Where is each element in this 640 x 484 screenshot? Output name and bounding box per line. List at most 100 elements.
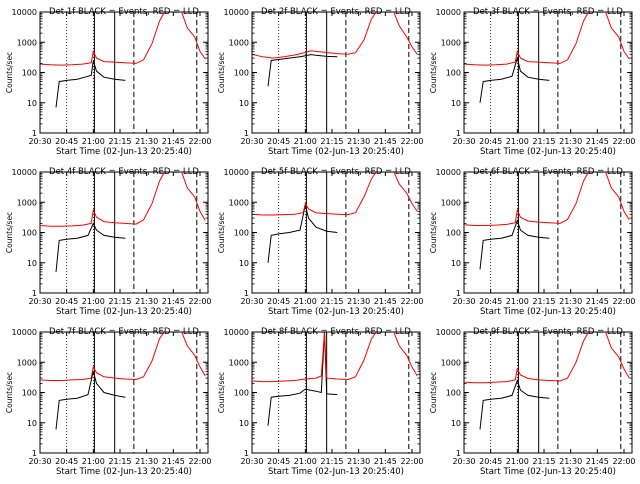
- plot-frame: [39, 11, 209, 134]
- y-tick-label: 10: [451, 99, 461, 108]
- y-tick-label: 10000: [12, 8, 37, 17]
- x-tick-label: 21:15: [320, 137, 343, 146]
- x-tick-label: 21:45: [374, 297, 397, 306]
- x-tick-label: 21:15: [320, 457, 343, 466]
- lld-series-line: [464, 332, 630, 384]
- x-tick-label: 20:45: [267, 137, 290, 146]
- chart-title: Det 6f BLACK = Events, RED = LLD: [473, 167, 623, 177]
- x-tick-label: 21:00: [294, 297, 317, 306]
- y-tick-label: 1000: [17, 358, 37, 367]
- lld-series-line: [40, 332, 206, 381]
- x-tick-label: 20:45: [479, 457, 502, 466]
- x-tick-label: 21:15: [108, 297, 131, 306]
- x-axis-label: Start Time (02-Jun-13 20:25:40): [268, 147, 404, 157]
- y-tick-label: 100: [22, 229, 37, 238]
- y-tick-label: 1000: [17, 198, 37, 207]
- detector-chart-panel: 20:30 20:45 21:00 21:15 21:30 21:45 22:00 1 10 10…: [217, 327, 424, 477]
- x-axis-label: Start Time (02-Jun-13 20:25:40): [56, 147, 192, 157]
- x-tick-label: 20:30: [240, 137, 263, 146]
- y-tick-label: 10000: [12, 168, 37, 177]
- chart-title: Det 4f BLACK = Events, RED = LLD: [49, 167, 199, 177]
- y-axis-label: Counts/sec: [429, 372, 438, 413]
- x-tick-label: 21:00: [506, 137, 529, 146]
- y-axis-label: Counts/sec: [5, 372, 14, 413]
- x-tick-label: 20:45: [55, 137, 78, 146]
- y-tick-label: 10000: [224, 328, 249, 337]
- y-tick-label: 10000: [436, 328, 461, 337]
- y-tick-label: 1: [244, 129, 249, 138]
- events-series-line: [479, 218, 550, 270]
- x-tick-label: 21:45: [162, 137, 185, 146]
- x-tick-label: 21:30: [135, 457, 158, 466]
- y-tick-label: 10: [239, 99, 249, 108]
- x-tick-label: 21:15: [532, 457, 555, 466]
- events-series-line: [55, 222, 126, 272]
- x-tick-label: 20:30: [28, 297, 51, 306]
- x-tick-label: 20:30: [452, 457, 475, 466]
- plot-frame: [39, 331, 209, 454]
- x-tick-label: 22:00: [612, 457, 635, 466]
- y-tick-label: 10000: [12, 328, 37, 337]
- lld-series-line: [464, 12, 630, 66]
- x-tick-label: 21:15: [532, 297, 555, 306]
- y-tick-label: 10: [27, 99, 37, 108]
- x-tick-label: 20:30: [452, 297, 475, 306]
- y-tick-label: 1000: [441, 358, 461, 367]
- x-tick-label: 22:00: [612, 297, 635, 306]
- x-tick-label: 22:00: [400, 457, 423, 466]
- x-tick-label: 21:00: [294, 137, 317, 146]
- y-tick-label: 1: [456, 449, 461, 458]
- x-tick-label: 22:00: [400, 297, 423, 306]
- y-tick-label: 10: [239, 259, 249, 268]
- x-axis-label: Start Time (02-Jun-13 20:25:40): [268, 467, 404, 477]
- x-tick-label: 22:00: [612, 137, 635, 146]
- plot-frame: [251, 331, 421, 454]
- x-axis-label: Start Time (02-Jun-13 20:25:40): [268, 307, 404, 317]
- y-tick-label: 100: [446, 69, 461, 78]
- x-axis-label: Start Time (02-Jun-13 20:25:40): [480, 147, 616, 157]
- x-tick-label: 21:45: [162, 297, 185, 306]
- y-tick-label: 100: [234, 389, 249, 398]
- events-series-line: [55, 60, 126, 108]
- y-axis-label: Counts/sec: [429, 52, 438, 93]
- lld-series-line: [40, 12, 206, 66]
- y-tick-label: 100: [22, 389, 37, 398]
- x-tick-label: 20:45: [55, 457, 78, 466]
- x-tick-label: 21:30: [559, 137, 582, 146]
- plot-frame: [463, 11, 633, 134]
- y-axis-label: Counts/sec: [217, 52, 226, 93]
- y-tick-label: 1: [456, 289, 461, 298]
- x-tick-label: 20:30: [28, 457, 51, 466]
- lld-series-line: [40, 172, 206, 227]
- detector-chart-panel: 20:30 20:45 21:00 21:15 21:30 21:45 22:00 1 10 10…: [217, 7, 424, 157]
- y-tick-label: 1: [456, 129, 461, 138]
- x-tick-label: 21:00: [506, 457, 529, 466]
- detector-chart-panel: 20:30 20:45 21:00 21:15 21:30 21:45 22:00 1 10 10…: [5, 327, 212, 477]
- lld-series-line: [252, 12, 418, 59]
- x-tick-label: 22:00: [400, 137, 423, 146]
- events-series-line: [479, 378, 550, 430]
- x-tick-label: 21:15: [320, 297, 343, 306]
- x-tick-label: 21:30: [347, 457, 370, 466]
- y-tick-label: 100: [22, 69, 37, 78]
- x-tick-label: 20:30: [28, 137, 51, 146]
- x-tick-label: 21:30: [559, 457, 582, 466]
- y-tick-label: 1: [32, 449, 37, 458]
- x-tick-label: 20:45: [267, 297, 290, 306]
- y-tick-label: 10: [451, 259, 461, 268]
- x-tick-label: 20:30: [240, 457, 263, 466]
- y-tick-label: 10: [27, 259, 37, 268]
- detector-chart-panel: 20:30 20:45 21:00 21:15 21:30 21:45 22:00 1 10 10…: [429, 327, 636, 477]
- x-tick-label: 22:00: [188, 297, 211, 306]
- x-tick-label: 21:00: [82, 297, 105, 306]
- y-tick-label: 100: [446, 229, 461, 238]
- x-tick-label: 21:30: [347, 297, 370, 306]
- x-tick-label: 20:45: [479, 297, 502, 306]
- y-tick-label: 10000: [436, 8, 461, 17]
- x-tick-label: 21:00: [294, 457, 317, 466]
- events-series-line: [55, 371, 126, 430]
- x-tick-label: 21:15: [532, 137, 555, 146]
- plot-frame: [463, 171, 633, 294]
